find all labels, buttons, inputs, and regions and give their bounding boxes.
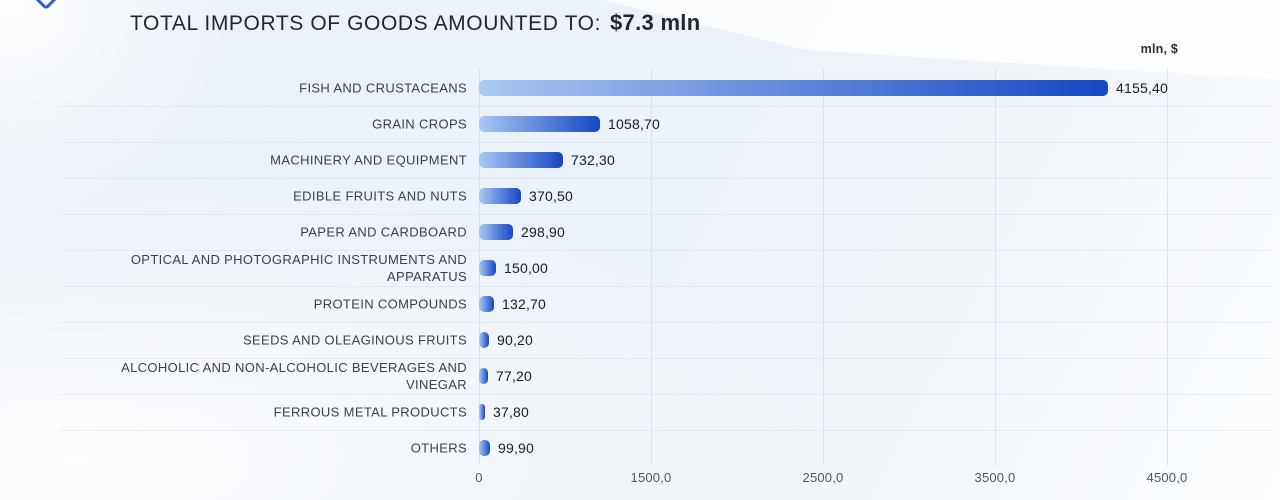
category-label: GRAIN CROPS (372, 116, 467, 132)
bar-value-label: 1058,70 (608, 116, 661, 132)
table-row: ALCOHOLIC AND NON-ALCOHOLIC BEVERAGES AN… (0, 358, 1280, 394)
page-title: TOTAL IMPORTS OF GOODS AMOUNTED TO: $7.3 … (130, 10, 700, 36)
row-separator (60, 394, 1272, 395)
gridline-x-3500 (995, 68, 996, 466)
bar-2 (479, 152, 563, 168)
row-separator (60, 286, 1272, 287)
bar-value-label: 150,00 (504, 260, 549, 276)
category-label: SEEDS AND OLEAGINOUS FRUITS (243, 332, 467, 348)
table-row: MACHINERY AND EQUIPMENT 732,30 (0, 142, 1280, 178)
bar-value-label: 298,90 (521, 224, 566, 240)
bar-value-label: 370,50 (529, 188, 574, 204)
table-row: FISH AND CRUSTACEANS 4155,40 (0, 70, 1280, 106)
bar-value-label: 99,90 (498, 440, 535, 456)
row-separator (60, 430, 1272, 431)
x-tick-label: 4500,0 (1146, 470, 1188, 485)
bar-value-label: 37,80 (493, 404, 530, 420)
page-title-text: TOTAL IMPORTS OF GOODS AMOUNTED TO: (130, 12, 602, 35)
bar-value-label: 732,30 (571, 152, 616, 168)
category-label: OPTICAL AND PHOTOGRAPHIC INSTRUMENTS AND… (130, 252, 467, 284)
row-separator (60, 178, 1272, 179)
category-label: OTHERS (410, 440, 467, 456)
bar-value-label: 90,20 (497, 332, 534, 348)
category-label: PROTEIN COMPOUNDS (313, 296, 467, 312)
bar-7 (479, 332, 489, 348)
bar-0 (479, 80, 1108, 96)
row-separator (60, 142, 1272, 143)
bar-9 (479, 404, 485, 420)
category-label: MACHINERY AND EQUIPMENT (270, 152, 467, 168)
bar-4 (479, 224, 513, 240)
x-tick-label: 1500,0 (630, 470, 672, 485)
x-tick-label: 0 (475, 470, 483, 485)
bar-value-label: 77,20 (496, 368, 533, 384)
table-row: EDIBLE FRUITS AND NUTS 370,50 (0, 178, 1280, 214)
category-label: ALCOHOLIC AND NON-ALCOHOLIC BEVERAGES AN… (121, 360, 467, 392)
bar-8 (479, 368, 488, 384)
table-row: PAPER AND CARDBOARD 298,90 (0, 214, 1280, 250)
table-row: SEEDS AND OLEAGINOUS FRUITS 90,20 (0, 322, 1280, 358)
bar-6 (479, 296, 494, 312)
table-row: PROTEIN COMPOUNDS 132,70 (0, 286, 1280, 322)
bar-10 (479, 440, 490, 456)
row-separator (60, 106, 1272, 107)
bar-3 (479, 188, 521, 204)
bar-1 (479, 116, 600, 132)
bar-value-label: 4155,40 (1116, 80, 1169, 96)
gridline-x-2500 (823, 68, 824, 466)
row-separator (60, 322, 1272, 323)
x-tick-label: 2500,0 (802, 470, 844, 485)
category-label: FISH AND CRUSTACEANS (299, 80, 467, 96)
table-row: FERROUS METAL PRODUCTS 37,80 (0, 394, 1280, 430)
x-tick-label: 3500,0 (974, 470, 1016, 485)
category-label: EDIBLE FRUITS AND NUTS (293, 188, 467, 204)
table-row: OPTICAL AND PHOTOGRAPHIC INSTRUMENTS AND… (0, 250, 1280, 286)
category-label: FERROUS METAL PRODUCTS (273, 404, 467, 420)
gridline-x-4500 (1167, 68, 1168, 466)
bar-value-label: 132,70 (502, 296, 547, 312)
page-title-total-value: $7.3 mln (610, 10, 701, 35)
axis-units-label: mln, $ (1140, 42, 1178, 56)
row-separator (60, 250, 1272, 251)
row-separator (60, 214, 1272, 215)
table-row: GRAIN CROPS 1058,70 (0, 106, 1280, 142)
bar-5 (479, 260, 496, 276)
row-separator (60, 358, 1272, 359)
category-label: PAPER AND CARDBOARD (300, 224, 467, 240)
gridline-x-1500 (651, 68, 652, 466)
table-row: OTHERS 99,90 (0, 430, 1280, 466)
